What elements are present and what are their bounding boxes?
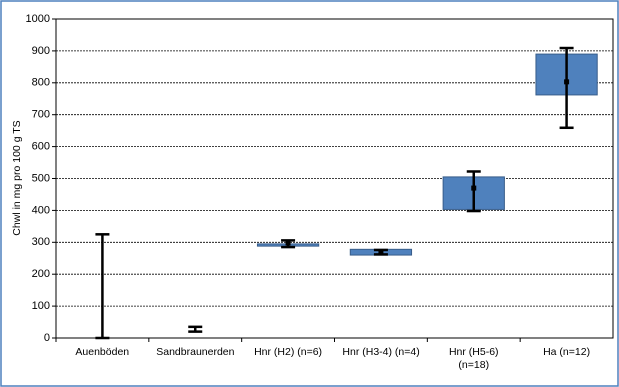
mean-marker [471,185,477,191]
y-tick-label: 200 [32,268,50,280]
y-tick-label: 100 [32,300,50,312]
y-tick-label: 1000 [26,13,50,25]
y-tick-label: 300 [32,236,50,248]
mean-marker [564,79,570,85]
x-tick-label: Sandbraunerden [156,346,235,358]
y-tick-label: 400 [32,204,50,216]
x-tick-label: Hnr (H2) (n=6) [254,346,323,358]
x-tick-label: Auenböden [75,346,130,358]
mean-marker [378,250,384,256]
y-tick-label: 900 [32,45,50,57]
y-tick-label: 500 [32,172,50,184]
y-axis-label: Chwl in mg pro 100 g TS [11,120,23,235]
x-tick-label: Ha (n=12) [543,346,591,358]
y-tick-label: 700 [32,109,50,121]
x-tick-label: Hnr (H5-6) (n=18) [448,346,499,371]
mean-marker [285,240,291,246]
y-tick-label: 600 [32,141,50,153]
y-tick-label: 0 [44,332,50,344]
y-tick-label: 800 [32,77,50,89]
x-tick-label: Hnr (H3-4) (n=4) [342,346,420,358]
